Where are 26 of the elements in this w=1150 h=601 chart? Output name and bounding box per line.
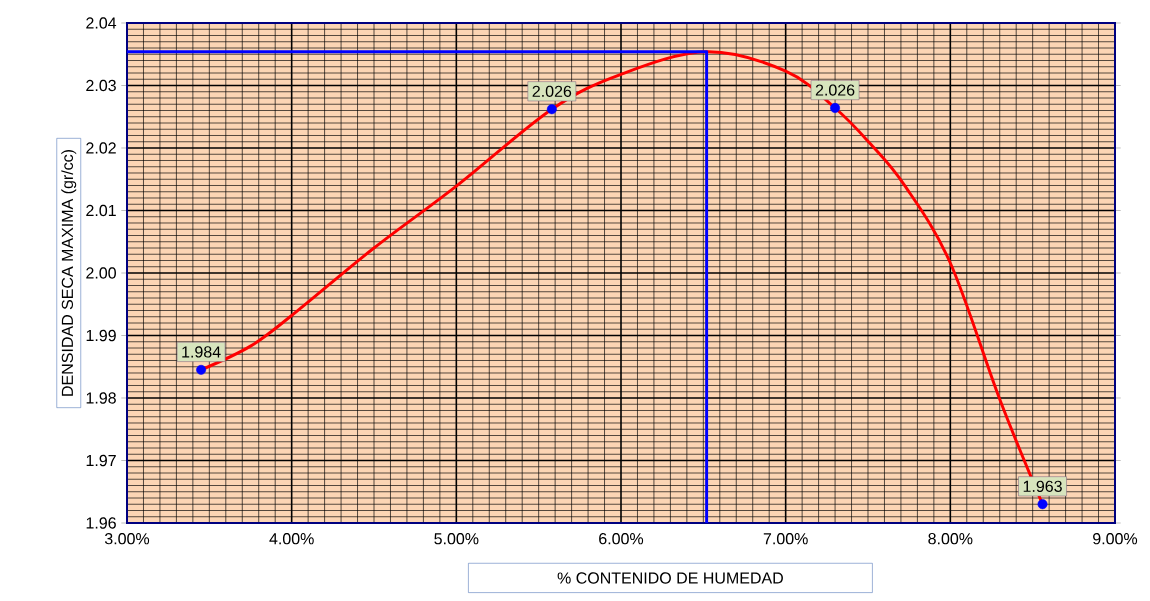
x-tick-label: 7.00% (763, 533, 808, 545)
x-tick-label: 9.00% (1093, 533, 1138, 545)
y-tick-label: 1.99 (86, 329, 116, 342)
x-tick-label: 6.00% (599, 533, 644, 545)
y-tick-label: 1.97 (86, 454, 116, 467)
y-tick-label: 1.98 (86, 392, 116, 404)
point (830, 103, 840, 113)
y-tick-label: 2.03 (86, 79, 116, 92)
x-tick-label: 8.00% (928, 533, 973, 545)
x-tick-label: 4.00% (269, 533, 314, 545)
y-axis-title: DENSIDAD SECA MAXIMA (gr/cc) (61, 150, 77, 396)
x-tick-label: 5.00% (434, 533, 479, 545)
data-label: 1.984 (182, 346, 221, 358)
point (1037, 499, 1048, 510)
data-label: 1.963 (1023, 480, 1062, 492)
x-axis-title: % CONTENIDO DE HUMEDAD (557, 572, 783, 584)
data-label: 2.026 (532, 85, 572, 97)
point (196, 364, 207, 375)
x-tick-label: 3.00% (104, 533, 150, 545)
y-tick-label: 2.02 (86, 142, 116, 154)
y-tick-label: 1.96 (86, 517, 116, 529)
y-tick-label: 2.00 (86, 267, 116, 279)
y-tick-label: 2.04 (86, 17, 117, 29)
point (546, 104, 557, 115)
y-tick-label: 2.01 (86, 204, 116, 217)
data-label: 2.026 (815, 84, 855, 96)
